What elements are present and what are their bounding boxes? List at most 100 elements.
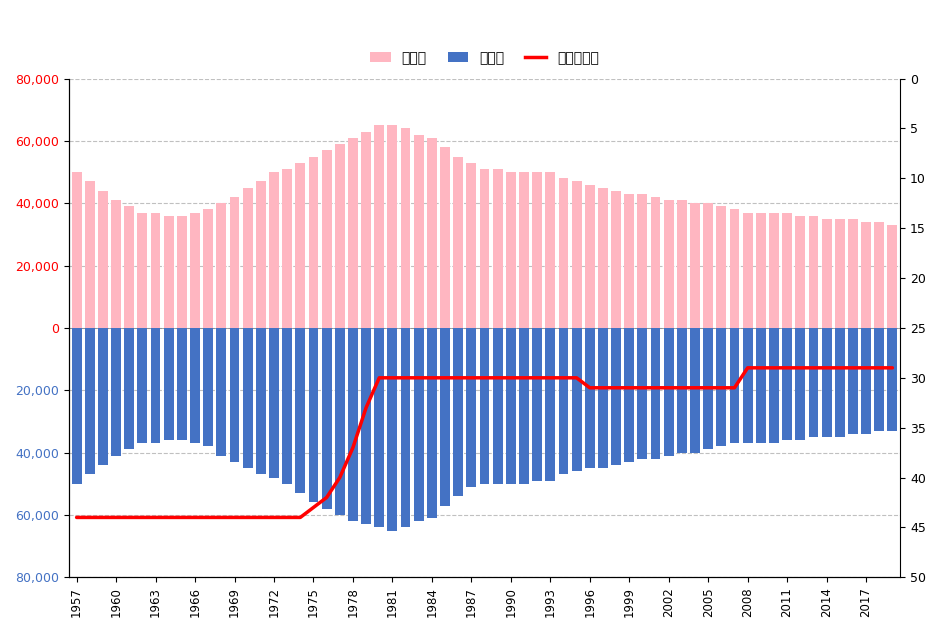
Bar: [848, 328, 858, 434]
Bar: [703, 204, 713, 328]
Bar: [861, 328, 871, 434]
Bar: [887, 328, 898, 431]
Bar: [821, 328, 832, 437]
Bar: [361, 328, 371, 525]
Bar: [861, 222, 871, 328]
Bar: [335, 144, 344, 328]
Bar: [559, 328, 568, 475]
Bar: [388, 125, 397, 328]
Bar: [729, 328, 740, 443]
Bar: [584, 185, 595, 328]
Bar: [111, 200, 121, 328]
Bar: [401, 128, 410, 328]
Bar: [598, 328, 608, 468]
Bar: [111, 328, 121, 456]
Bar: [427, 328, 437, 518]
Bar: [309, 157, 318, 328]
Bar: [164, 328, 174, 440]
Bar: [716, 207, 726, 328]
Bar: [611, 328, 621, 465]
Bar: [414, 135, 423, 328]
Bar: [572, 181, 582, 328]
Bar: [584, 328, 595, 468]
Bar: [151, 328, 161, 443]
Bar: [887, 225, 898, 328]
Bar: [295, 328, 305, 493]
Legend: 女の子, 男の子, ランキング: 女の子, 男の子, ランキング: [364, 46, 605, 71]
Bar: [454, 157, 463, 328]
Bar: [137, 212, 148, 328]
Bar: [124, 328, 135, 449]
Bar: [164, 216, 174, 328]
Bar: [243, 328, 252, 468]
Bar: [216, 204, 226, 328]
Bar: [493, 169, 502, 328]
Bar: [375, 328, 384, 528]
Bar: [322, 328, 331, 509]
Bar: [756, 328, 766, 443]
Bar: [269, 172, 279, 328]
Bar: [533, 172, 542, 328]
Bar: [821, 219, 832, 328]
Bar: [519, 328, 529, 483]
Bar: [295, 163, 305, 328]
Bar: [716, 328, 726, 446]
Bar: [756, 212, 766, 328]
Bar: [624, 194, 634, 328]
Bar: [729, 209, 740, 328]
Bar: [440, 147, 450, 328]
Bar: [703, 328, 713, 449]
Bar: [624, 328, 634, 462]
Bar: [72, 328, 82, 483]
Bar: [309, 328, 318, 502]
Bar: [388, 328, 397, 530]
Bar: [677, 328, 687, 453]
Bar: [506, 328, 516, 483]
Bar: [177, 216, 187, 328]
Bar: [769, 328, 779, 443]
Bar: [282, 328, 292, 483]
Bar: [598, 188, 608, 328]
Bar: [427, 138, 437, 328]
Bar: [611, 191, 621, 328]
Bar: [348, 138, 358, 328]
Bar: [795, 216, 805, 328]
Bar: [663, 200, 674, 328]
Bar: [256, 328, 265, 475]
Bar: [177, 328, 187, 440]
Bar: [650, 197, 661, 328]
Bar: [848, 219, 858, 328]
Bar: [203, 209, 213, 328]
Bar: [467, 328, 476, 487]
Bar: [480, 328, 489, 483]
Bar: [85, 328, 95, 475]
Bar: [874, 222, 885, 328]
Bar: [742, 328, 753, 443]
Bar: [533, 328, 542, 481]
Bar: [769, 212, 779, 328]
Bar: [572, 328, 582, 471]
Bar: [414, 328, 423, 521]
Bar: [546, 172, 555, 328]
Bar: [835, 219, 845, 328]
Bar: [190, 328, 200, 443]
Bar: [808, 328, 819, 437]
Bar: [269, 328, 279, 478]
Bar: [72, 172, 82, 328]
Bar: [98, 328, 108, 465]
Bar: [230, 197, 239, 328]
Bar: [230, 328, 239, 462]
Bar: [546, 328, 555, 481]
Bar: [151, 212, 161, 328]
Bar: [467, 163, 476, 328]
Bar: [559, 178, 568, 328]
Bar: [203, 328, 213, 446]
Bar: [190, 212, 200, 328]
Bar: [137, 328, 148, 443]
Bar: [795, 328, 805, 440]
Bar: [348, 328, 358, 521]
Bar: [282, 169, 292, 328]
Bar: [782, 212, 792, 328]
Bar: [480, 169, 489, 328]
Bar: [124, 207, 135, 328]
